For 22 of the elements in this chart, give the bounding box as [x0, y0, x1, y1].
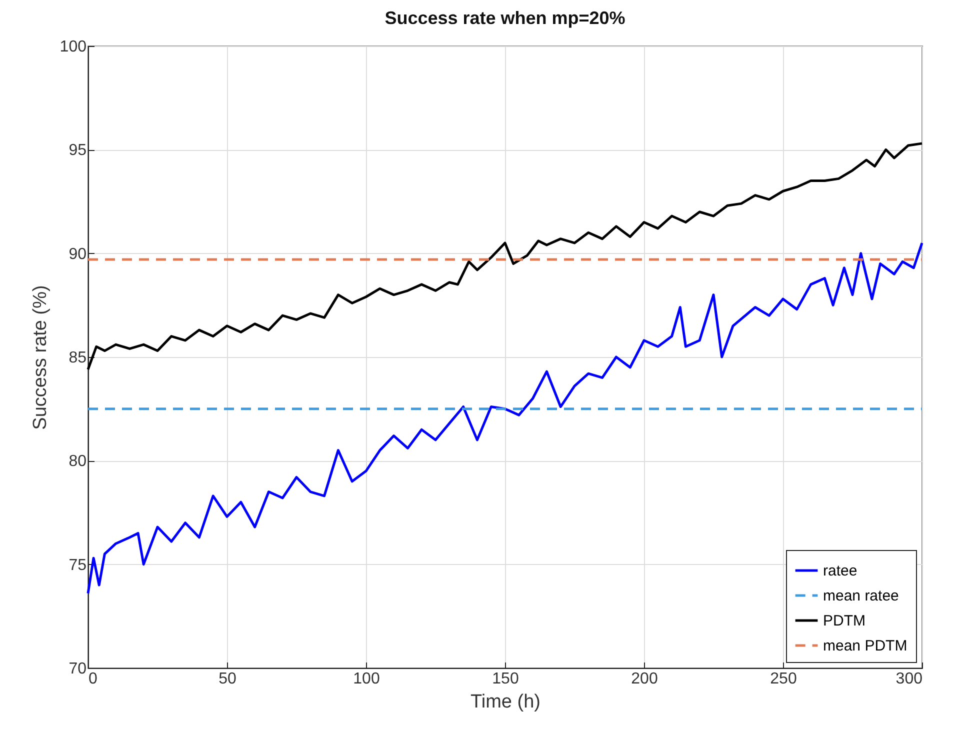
- x-tick-label: 50: [218, 670, 236, 688]
- y-tick-label: 100: [60, 38, 87, 56]
- legend-label: mean ratee: [823, 588, 899, 604]
- x-tick-label: 100: [353, 670, 380, 688]
- x-tick-label: 0: [88, 670, 98, 688]
- legend-label: PDTM: [823, 612, 866, 630]
- x-tick-label: 150: [492, 670, 519, 688]
- legend-label: ratee: [823, 562, 858, 580]
- y-tick-label: 80: [68, 453, 87, 470]
- legend-label: mean PDTM: [823, 638, 908, 654]
- chart-title: Success rate when mp=20%: [384, 8, 626, 28]
- x-axis-title: Time (h): [470, 692, 541, 712]
- line-series: [86, 142, 924, 371]
- y-axis-title: Success rate (%): [30, 285, 51, 430]
- y-tick-label: 85: [68, 350, 87, 366]
- x-tick-label: 200: [631, 670, 658, 688]
- x-tick-label: 250: [770, 670, 797, 688]
- y-tick-label: 70: [68, 660, 87, 678]
- y-tick-label: 90: [68, 246, 87, 263]
- y-tick-label: 95: [68, 142, 87, 160]
- x-tick-label: 300: [896, 670, 923, 688]
- y-tick-label: 75: [68, 556, 87, 574]
